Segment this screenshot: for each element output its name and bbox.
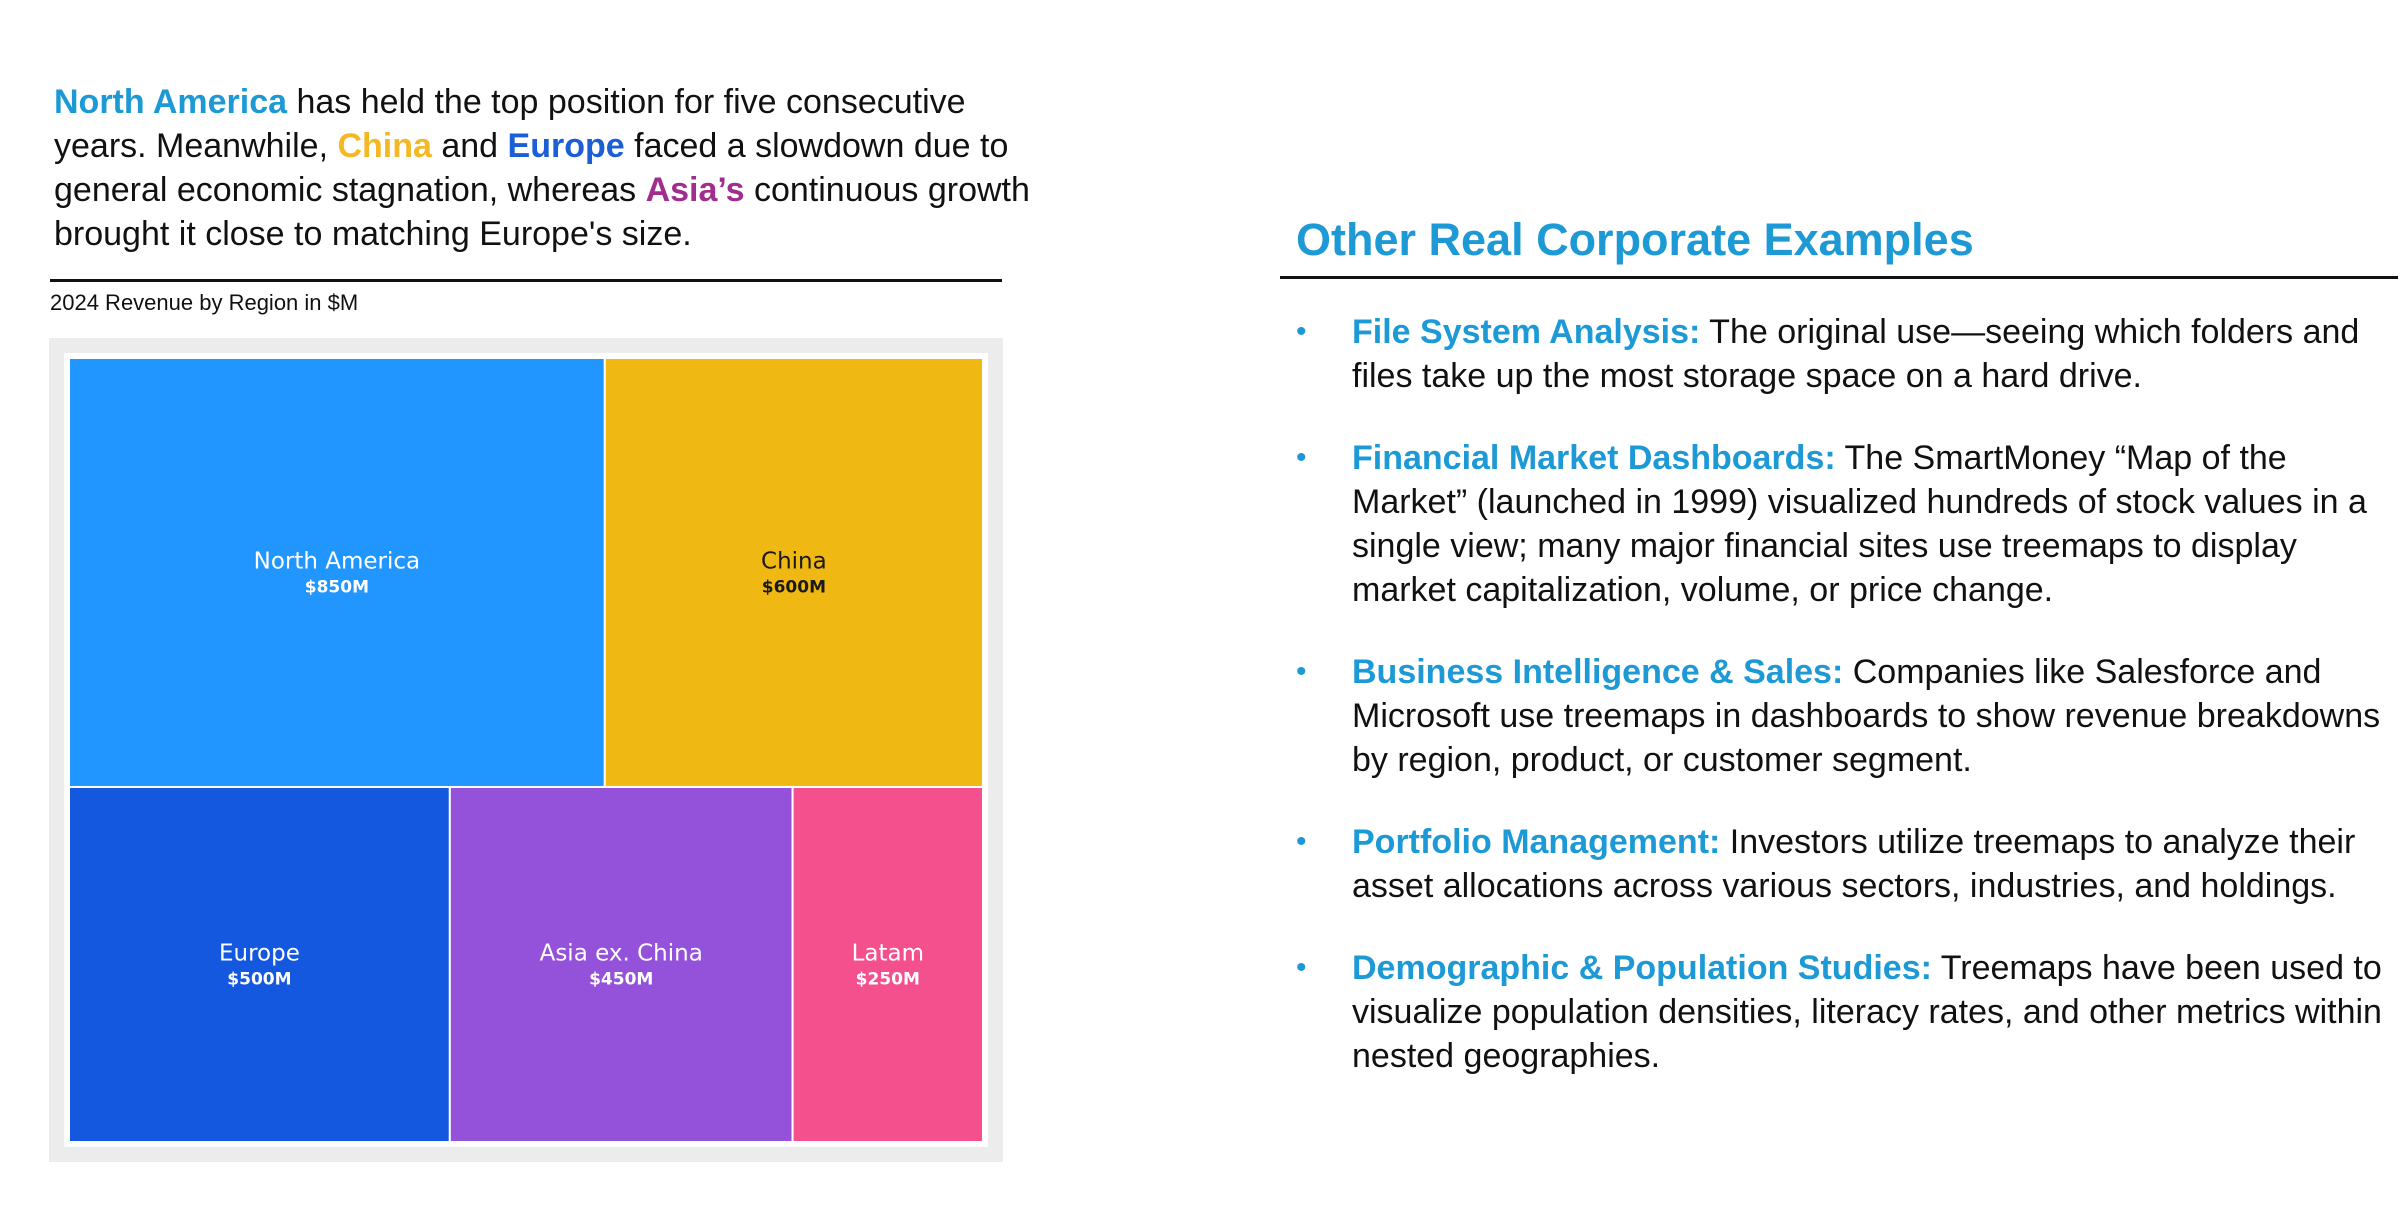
bullet-icon: • [1296, 655, 1307, 688]
bullet-icon: • [1296, 441, 1307, 474]
treemap-tile: North America $850M [68, 357, 606, 788]
treemap-rect [603, 357, 984, 788]
treemap-tile: Europe $500M [68, 785, 451, 1143]
example-heading: Financial Market Dashboards: [1352, 439, 1836, 477]
bullet-icon: • [1296, 315, 1307, 348]
example-text: The SmartMoney “Map of the Market” (laun… [1352, 439, 2367, 609]
bullet-icon: • [1296, 825, 1307, 858]
divider-line [50, 279, 1002, 282]
highlight-text: China [337, 127, 432, 165]
treemap-chart: North America $850M China $600M Europe $500M A… [68, 357, 984, 1143]
chart-title: 2024 Revenue by Region in $M [50, 290, 359, 315]
tile-value-label: $500M [227, 969, 291, 989]
tile-name-label: Europe [219, 940, 300, 966]
tile-value-label: $450M [589, 969, 653, 989]
treemap-rect [68, 785, 451, 1143]
treemap-rect [791, 785, 984, 1143]
intro-text: has held the top position for five conse… [54, 83, 966, 165]
tile-name-label: China [761, 548, 827, 574]
section-title: Other Real Corporate Examples [1296, 214, 1974, 265]
example-heading: File System Analysis: [1352, 313, 1701, 351]
example-heading: Demographic & Population Studies: [1352, 949, 1932, 987]
intro-text: faced a slowdown due to general economic… [54, 127, 1009, 209]
tile-name-label: North America [254, 548, 421, 574]
examples-list: • File System Analysis: The original use—… [1296, 310, 2396, 1116]
example-heading: Portfolio Management: [1352, 823, 1721, 861]
treemap-tile: Asia ex. China $450M [448, 785, 794, 1143]
tile-name-label: Asia ex. China [540, 940, 703, 966]
highlight-text: North America [54, 83, 288, 121]
treemap-tile: Latam $250M [791, 785, 984, 1143]
intro-text: continuous growth brought it close to ma… [54, 171, 1030, 253]
tile-name-label: Latam [852, 940, 924, 966]
example-heading: Business Intelligence & Sales: [1352, 653, 1844, 691]
example-item: • File System Analysis: The original use—… [1296, 310, 2396, 398]
chart-frame: North America $850M China $600M Europe $500M A… [49, 338, 1003, 1162]
example-item: • Portfolio Management: Investors utilize… [1296, 820, 2396, 908]
bullet-icon: • [1296, 951, 1307, 984]
highlight-text: Asia’s [645, 171, 745, 209]
treemap-tile: China $600M [603, 357, 984, 788]
tile-value-label: $850M [305, 577, 369, 597]
chart-canvas: North America $850M China $600M Europe $500M A… [64, 353, 988, 1147]
highlight-text: Europe [507, 127, 625, 165]
intro-paragraph: North America has held the top position … [54, 80, 1044, 256]
example-text: The original use—seeing which folders an… [1352, 313, 2360, 395]
example-item: • Demographic & Population Studies: Treem… [1296, 946, 2396, 1078]
treemap-rect [448, 785, 794, 1143]
example-item: • Financial Market Dashboards: The SmartM… [1296, 436, 2396, 612]
example-item: • Business Intelligence & Sales: Companie… [1296, 650, 2396, 782]
treemap-rect [68, 357, 606, 788]
divider-line [1280, 276, 2398, 279]
example-text: Companies like Salesforce and Microsoft … [1352, 653, 2381, 779]
tile-value-label: $600M [762, 577, 826, 597]
intro-text: and [431, 127, 508, 165]
example-text: Investors utilize treemaps to analyze th… [1352, 823, 2356, 905]
example-text: Treemaps have been used to visualize pop… [1352, 949, 2382, 1075]
tile-value-label: $250M [856, 969, 920, 989]
